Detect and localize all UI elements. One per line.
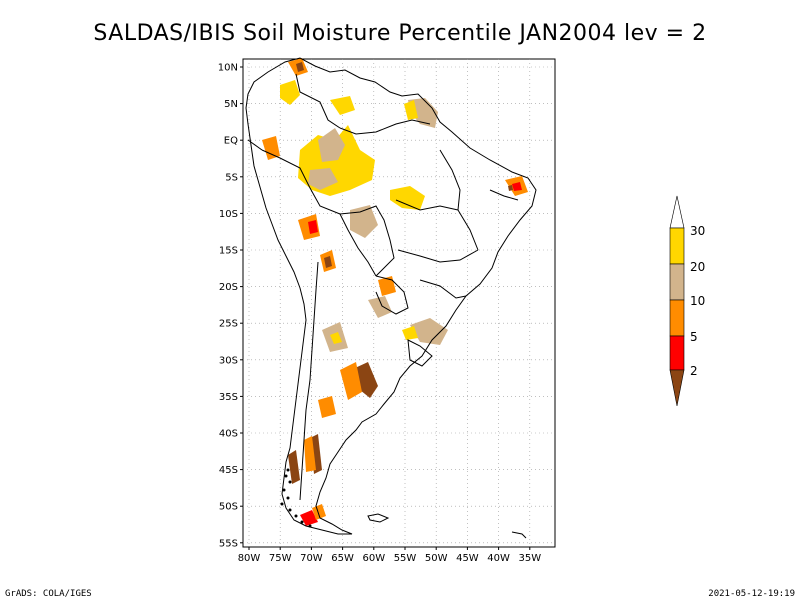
- border-brazil-states-2: [395, 199, 459, 211]
- border-brazil-states-3: [397, 249, 479, 263]
- border-chile-argentina: [299, 261, 319, 501]
- patch-northwest-yellow: [280, 80, 300, 105]
- colorbar-label-30: 30: [690, 224, 705, 238]
- colorbar-box-20: [669, 263, 685, 301]
- lon-label: 45W: [456, 553, 479, 564]
- percentile-patches: [262, 58, 528, 526]
- plot-frame: [242, 58, 556, 548]
- colorbar-label-2: 2: [690, 364, 698, 378]
- patch-northeast-brown: [508, 185, 513, 191]
- lat-label: 35S: [219, 392, 238, 403]
- border-colombia-peru: [261, 149, 341, 215]
- lon-label: 70W: [300, 553, 323, 564]
- footer-right: 2021-05-12-19:19: [708, 589, 795, 599]
- graticule: [243, 59, 555, 547]
- patch-southbrazil-tan: [410, 318, 448, 345]
- border-paraguay: [375, 275, 409, 315]
- patch-parana-orange: [378, 276, 396, 296]
- patch-chile-brown: [288, 450, 300, 484]
- patch-amazon-tan: [318, 128, 345, 162]
- longitude-labels: 80W 75W 70W 65W 60W 55W 50W 45W 40W 35W: [238, 547, 541, 564]
- patch-guiana-tan: [408, 98, 438, 128]
- lon-label: 75W: [269, 553, 292, 564]
- south-georgia: [511, 531, 527, 539]
- border-brazil-states-4: [419, 279, 467, 299]
- patch-caribbean-brown: [296, 62, 304, 72]
- patch-bolivia-tan: [350, 205, 378, 238]
- border-uruguay: [407, 339, 433, 367]
- colorbar-label-10: 10: [690, 294, 705, 308]
- lat-label: 20S: [219, 282, 238, 293]
- chile-fjords: [280, 468, 312, 528]
- patch-amazon-tan-2: [308, 168, 338, 190]
- lon-label: 55W: [394, 553, 417, 564]
- lat-label: EQ: [224, 136, 238, 147]
- footer-left: GrADS: COLA/IGES: [5, 589, 92, 599]
- lat-label: 50S: [219, 502, 238, 513]
- colorbar-box-30: [669, 227, 685, 265]
- patch-venezuela-yellow: [330, 96, 355, 115]
- latitude-labels: 10N 5N EQ 5S 10S 15S 20S 25S 30S 35S 40S 45S 50S 55S: [218, 63, 243, 549]
- colorbar-label-5: 5: [690, 330, 698, 344]
- border-peru-brazil: [339, 213, 377, 277]
- patch-peru-red: [308, 220, 318, 234]
- colorbar: 30 20 10 5 2: [669, 195, 705, 407]
- lon-label: 50W: [425, 553, 448, 564]
- colorbar-box-5: [669, 335, 685, 371]
- lat-label: 30S: [219, 355, 238, 366]
- lat-label: 55S: [219, 538, 238, 549]
- border-brazil-states-1: [439, 149, 479, 251]
- lat-label: 5S: [225, 172, 238, 183]
- border-ecuador-peru: [247, 139, 263, 151]
- lon-label: 60W: [362, 553, 385, 564]
- colorbar-top-arrow: [669, 195, 685, 229]
- lat-label: 5N: [224, 99, 238, 110]
- falkland-islands: [367, 513, 390, 523]
- patch-central-yellow: [390, 186, 425, 210]
- colorbar-bottom-arrow: [669, 369, 685, 407]
- border-bolivia: [339, 205, 395, 277]
- border-brazil-states-5: [489, 189, 519, 201]
- patch-paraguay-tan: [368, 296, 392, 318]
- patch-tierra-red: [300, 510, 318, 526]
- lat-label: 15S: [219, 246, 238, 257]
- patch-colombia-orange: [262, 136, 280, 160]
- lat-label: 10N: [218, 63, 238, 74]
- patch-southbrazil-yellow: [402, 326, 418, 340]
- south-america-coastline: [245, 57, 537, 535]
- patch-guiana-yellow: [404, 100, 418, 120]
- border-brazil-north: [339, 119, 431, 135]
- colorbar-label-20: 20: [690, 260, 705, 274]
- lat-label: 25S: [219, 319, 238, 330]
- lon-label: 35W: [518, 553, 541, 564]
- patch-patagonia-orange-2: [318, 396, 336, 418]
- lon-label: 65W: [331, 553, 354, 564]
- patch-argentina-yellow: [330, 332, 342, 344]
- lon-label: 80W: [238, 553, 261, 564]
- lat-label: 45S: [219, 465, 238, 476]
- lon-label: 40W: [487, 553, 510, 564]
- border-colombia-venezuela: [295, 73, 341, 129]
- patch-northeast-red: [512, 182, 522, 191]
- patch-patagonia-orange: [304, 436, 316, 472]
- map-title: SALDAS/IBIS Soil Moisture Percentile JAN…: [93, 21, 706, 46]
- lat-label: 10S: [219, 209, 238, 220]
- lat-label: 40S: [219, 429, 238, 440]
- patch-argentina-orange-1: [340, 362, 362, 400]
- coastline: [245, 57, 537, 539]
- colorbar-box-10: [669, 299, 685, 337]
- patch-tierra-orange: [312, 504, 326, 520]
- patch-bolivia-brown: [324, 256, 332, 268]
